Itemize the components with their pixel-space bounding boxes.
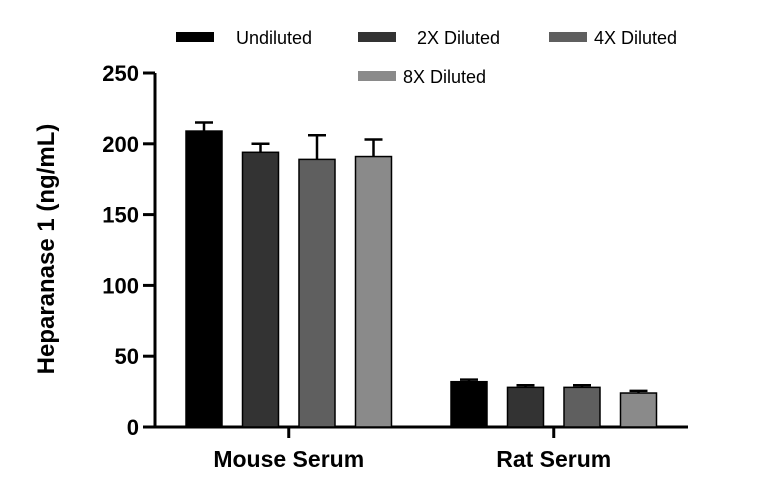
y-tick-label: 0: [127, 415, 139, 440]
bar: [298, 158, 336, 428]
y-axis-label: Heparanase 1 (ng/mL): [33, 124, 60, 375]
bar: [185, 130, 223, 428]
y-tick-label: 150: [102, 203, 139, 228]
x-tick-label: Rat Serum: [496, 446, 611, 472]
bar: [354, 155, 393, 428]
y-tick-label: 250: [102, 61, 139, 86]
legend-swatch: [176, 32, 214, 42]
y-tick-label: 100: [102, 273, 139, 298]
y-tick-label: 50: [115, 344, 139, 369]
y-tick-label: 200: [102, 132, 139, 157]
bar: [619, 392, 658, 428]
bar: [563, 386, 601, 428]
legend-label: Undiluted: [236, 28, 312, 48]
x-tick-label: Mouse Serum: [213, 446, 364, 472]
legend: Undiluted 2X Diluted 4X Diluted 8X Diluted: [176, 28, 677, 87]
legend-label: 2X Diluted: [417, 28, 500, 48]
y-axis: 0 50 100 150 200 250: [102, 61, 157, 440]
x-axis: Mouse Serum Rat Serum: [153, 425, 688, 472]
bar: [506, 386, 545, 428]
legend-label: 4X Diluted: [594, 28, 677, 48]
bar: [241, 151, 280, 428]
legend-swatch: [358, 32, 396, 42]
legend-swatch: [358, 71, 396, 81]
bar: [450, 380, 488, 428]
legend-label: 8X Diluted: [403, 67, 486, 87]
legend-swatch: [549, 32, 587, 42]
bars: [185, 121, 658, 428]
